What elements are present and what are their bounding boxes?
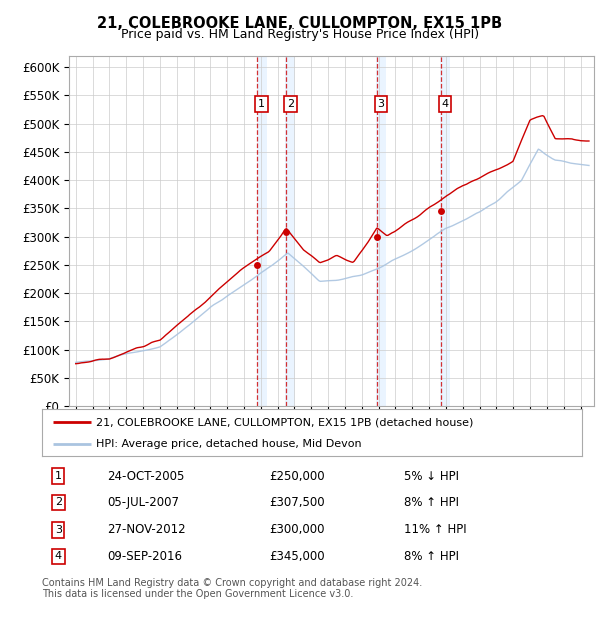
Text: 24-OCT-2005: 24-OCT-2005 bbox=[107, 469, 184, 482]
Text: 8% ↑ HPI: 8% ↑ HPI bbox=[404, 496, 459, 509]
Text: 2: 2 bbox=[55, 497, 62, 507]
Bar bbox=[440, 56, 450, 406]
Text: Contains HM Land Registry data © Crown copyright and database right 2024.: Contains HM Land Registry data © Crown c… bbox=[42, 578, 422, 588]
Text: 09-SEP-2016: 09-SEP-2016 bbox=[107, 550, 182, 563]
Text: 8% ↑ HPI: 8% ↑ HPI bbox=[404, 550, 459, 563]
Text: 27-NOV-2012: 27-NOV-2012 bbox=[107, 523, 185, 536]
Text: 05-JUL-2007: 05-JUL-2007 bbox=[107, 496, 179, 509]
Text: 3: 3 bbox=[55, 525, 62, 535]
Text: 5% ↓ HPI: 5% ↓ HPI bbox=[404, 469, 459, 482]
Text: 1: 1 bbox=[258, 99, 265, 109]
Text: 4: 4 bbox=[442, 99, 449, 109]
Text: 21, COLEBROOKE LANE, CULLOMPTON, EX15 1PB (detached house): 21, COLEBROOKE LANE, CULLOMPTON, EX15 1P… bbox=[96, 417, 473, 427]
Text: 1: 1 bbox=[55, 471, 62, 481]
Bar bbox=[257, 56, 267, 406]
Text: 3: 3 bbox=[377, 99, 385, 109]
Bar bbox=[376, 56, 386, 406]
Bar bbox=[285, 56, 295, 406]
Text: £250,000: £250,000 bbox=[269, 469, 325, 482]
Text: £345,000: £345,000 bbox=[269, 550, 325, 563]
Text: £307,500: £307,500 bbox=[269, 496, 325, 509]
Text: HPI: Average price, detached house, Mid Devon: HPI: Average price, detached house, Mid … bbox=[96, 439, 362, 449]
Text: 11% ↑ HPI: 11% ↑ HPI bbox=[404, 523, 466, 536]
Text: 2: 2 bbox=[287, 99, 294, 109]
Text: This data is licensed under the Open Government Licence v3.0.: This data is licensed under the Open Gov… bbox=[42, 589, 353, 599]
Text: Price paid vs. HM Land Registry's House Price Index (HPI): Price paid vs. HM Land Registry's House … bbox=[121, 28, 479, 41]
Text: £300,000: £300,000 bbox=[269, 523, 325, 536]
Text: 4: 4 bbox=[55, 551, 62, 561]
Text: 21, COLEBROOKE LANE, CULLOMPTON, EX15 1PB: 21, COLEBROOKE LANE, CULLOMPTON, EX15 1P… bbox=[97, 16, 503, 30]
